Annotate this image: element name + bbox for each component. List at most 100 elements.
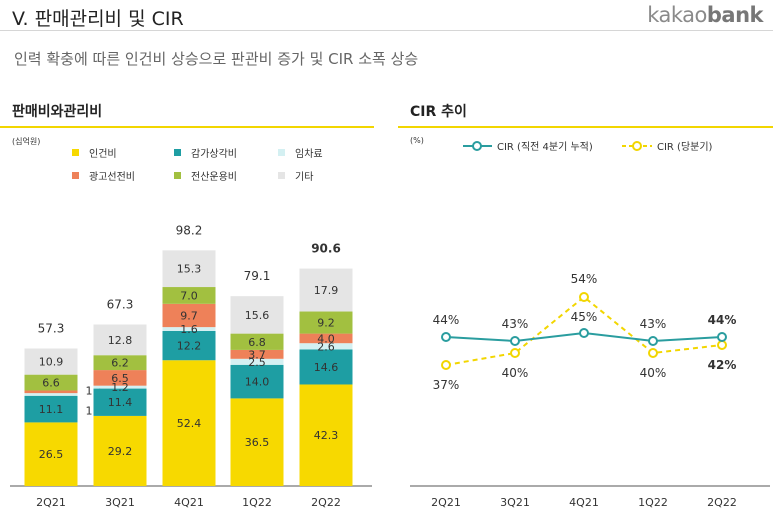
bar-segment-other-2Q22 (299, 268, 353, 312)
legend-label-it-operation: 전산운용비 (191, 172, 237, 183)
legend-label-cir-cumulative: CIR (직전 4분기 누적) (497, 141, 593, 153)
point-cir-cumulative-3Q21 (510, 336, 520, 346)
data-label-rent-1Q22: 2.5 (248, 356, 266, 369)
bar-segment-labor-2Q21 (24, 422, 78, 486)
legend-item-depreciation: 감가상각비 (174, 145, 237, 160)
data-label-rent-3Q21: 1.2 (111, 381, 129, 394)
brand-logo: kakaobank (647, 3, 763, 27)
legend-item-it-operation: 전산운용비 (174, 168, 237, 183)
data-label-rent-2Q22: 2.6 (317, 340, 335, 353)
x-tick-label-4Q21: 4Q21 (174, 496, 204, 509)
data-label-depreciation-2Q21: 11.1 (39, 403, 64, 416)
point-cir-quarterly-4Q21 (579, 292, 589, 302)
data-label-it-operation-1Q22: 6.8 (248, 336, 266, 349)
data-label-cir-quarterly-1Q22: 40% (640, 366, 667, 380)
data-label-other-2Q21: 10.9 (39, 356, 64, 369)
bar-segment-labor-4Q21 (162, 360, 216, 486)
data-label-rent-4Q21: 1.6 (180, 323, 198, 336)
x-tick-label-2Q22: 2Q22 (311, 496, 341, 509)
data-label-advertising-3Q21: 6.5 (111, 372, 129, 385)
bar-segment-other-4Q21 (162, 250, 216, 288)
point-cir-cumulative-2Q22 (717, 332, 727, 342)
bar-total-label-1Q22: 79.1 (244, 269, 271, 283)
data-label-labor-3Q21: 29.2 (108, 445, 133, 458)
bar-segment-labor-2Q22 (299, 384, 353, 486)
bar-segment-rent-2Q21 (24, 393, 78, 396)
point-cir-cumulative-4Q21 (579, 328, 589, 338)
bar-segment-rent-4Q21 (162, 327, 216, 331)
data-label-depreciation-3Q21: 11.4 (108, 396, 133, 409)
bar-segment-depreciation-2Q21 (24, 395, 78, 423)
bar-segment-it-operation-3Q21 (93, 355, 147, 371)
data-label-it-operation-2Q21: 6.6 (42, 377, 60, 390)
series-line-cir-quarterly (445, 295, 723, 366)
data-label-depreciation-2Q22: 14.6 (314, 361, 339, 374)
legend-item-rent: 임차료 (278, 145, 323, 160)
legend-marker-cir-quarterly (632, 141, 642, 151)
cir-x-tick-label-2Q22: 2Q22 (707, 496, 737, 509)
bar-segment-advertising-3Q21 (93, 370, 147, 386)
page-subtitle: 인력 확충에 따른 인건비 상승으로 판관비 증가 및 CIR 소폭 상승 (14, 50, 419, 68)
legend-item-advertising: 광고선전비 (72, 168, 135, 183)
x-tick-label-3Q21: 3Q21 (105, 496, 135, 509)
data-label-labor-4Q21: 52.4 (177, 417, 202, 430)
data-label-it-operation-4Q21: 7.0 (180, 289, 198, 302)
bar-segment-advertising-1Q22 (230, 349, 284, 359)
brand-logo-light: kakao (647, 3, 707, 27)
legend-swatch-labor (72, 149, 79, 156)
legend-label-labor: 인건비 (89, 149, 117, 160)
cir-chart-title: CIR 추이 (410, 104, 467, 120)
bar-segment-other-3Q21 (93, 324, 147, 356)
cir-x-tick-label-1Q22: 1Q22 (638, 496, 668, 509)
data-label-cir-quarterly-4Q21: 54% (571, 272, 598, 286)
legend-label-advertising: 광고선전비 (89, 172, 135, 183)
data-label-cir-cumulative-4Q21: 45% (571, 310, 598, 324)
bar-segment-rent-2Q22 (299, 343, 353, 350)
sga-stacked-bar-chart: 26.511.16.610.91.11.157.32Q2129.211.46.2… (10, 223, 372, 509)
bar-segment-advertising-4Q21 (162, 303, 216, 328)
legend-label-rent: 임차료 (295, 149, 323, 160)
point-cir-cumulative-2Q21 (441, 332, 451, 342)
bar-segment-it-operation-2Q21 (24, 374, 78, 391)
legend-swatch-it-operation (174, 172, 181, 179)
legend-swatch-depreciation (174, 149, 181, 156)
data-label-advertising-2Q22: 4.0 (317, 332, 335, 345)
point-cir-quarterly-2Q21 (441, 360, 451, 370)
bar-segment-advertising-2Q22 (299, 333, 353, 344)
data-label-other-2Q22: 17.9 (314, 284, 339, 297)
data-label-cir-cumulative-1Q22: 43% (640, 317, 667, 331)
bar-segment-advertising-2Q21 (24, 390, 78, 394)
point-cir-quarterly-2Q22 (717, 340, 727, 350)
data-label-labor-2Q22: 42.3 (314, 429, 339, 442)
legend-label-depreciation: 감가상각비 (191, 149, 237, 160)
data-label-labor-1Q22: 36.5 (245, 436, 270, 449)
data-label-cir-quarterly-2Q21: 37% (433, 378, 460, 392)
bar-segment-labor-1Q22 (230, 398, 284, 486)
legend-swatch-rent (278, 149, 285, 156)
cir-title-rule (398, 126, 773, 128)
bar-segment-depreciation-3Q21 (93, 388, 147, 416)
bar-segment-other-1Q22 (230, 296, 284, 334)
bar-segment-depreciation-4Q21 (162, 330, 216, 361)
cir-x-tick-label-4Q21: 4Q21 (569, 496, 599, 509)
data-label-other-3Q21: 12.8 (108, 334, 133, 347)
point-cir-quarterly-3Q21 (510, 348, 520, 358)
bar-segment-it-operation-4Q21 (162, 287, 216, 304)
data-label-advertising-4Q21: 9.7 (180, 309, 198, 322)
data-label-cir-quarterly-3Q21: 40% (502, 366, 529, 380)
bar-segment-rent-3Q21 (93, 385, 147, 389)
bar-segment-it-operation-1Q22 (230, 333, 284, 350)
data-label-it-operation-3Q21: 6.2 (111, 357, 129, 370)
legend-label-cir-quarterly: CIR (당분기) (657, 141, 713, 153)
bar-total-label-4Q21: 98.2 (176, 223, 203, 237)
legend-swatch-other (278, 172, 285, 179)
bar-segment-rent-1Q22 (230, 358, 284, 365)
legend-swatch-advertising (72, 172, 79, 179)
top-divider (0, 30, 773, 31)
sga-unit-label: (십억원) (12, 137, 41, 146)
data-label-cir-cumulative-3Q21: 43% (502, 317, 529, 331)
sga-title-rule (0, 126, 374, 128)
data-label-depreciation-1Q22: 14.0 (245, 376, 270, 389)
data-label-advertising-1Q22: 3.7 (248, 348, 266, 361)
